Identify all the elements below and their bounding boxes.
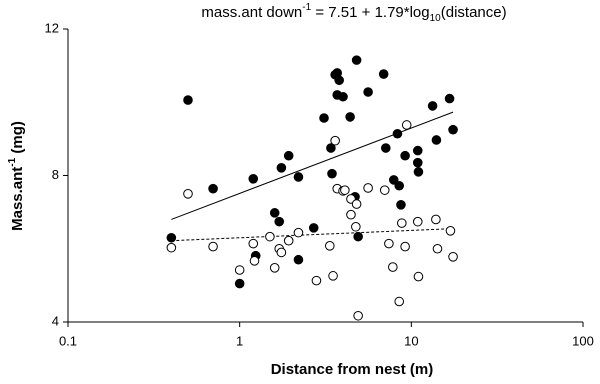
data-point [234, 265, 245, 275]
data-point [208, 183, 218, 194]
data-point [293, 172, 304, 182]
data-point [351, 221, 361, 232]
data-point [269, 208, 280, 218]
y-tick-label: 12 [45, 20, 59, 35]
x-tick-label: 0.1 [59, 333, 77, 348]
data-point [392, 128, 403, 139]
data-point [311, 275, 322, 286]
data-point [394, 296, 405, 307]
x-tick-label: 100 [572, 333, 594, 348]
data-point [427, 101, 438, 111]
x-tick-label: 10 [404, 333, 418, 348]
data-point [388, 262, 398, 272]
data-point [340, 185, 350, 195]
data-point [363, 87, 373, 97]
data-point [249, 256, 260, 266]
data-point [248, 173, 259, 184]
data-point [346, 209, 356, 220]
x-tick-label: 1 [236, 333, 243, 348]
data-point [351, 55, 362, 65]
y-tick-label: 8 [52, 167, 59, 182]
data-point [351, 199, 362, 209]
data-point [445, 226, 456, 236]
data-point [384, 238, 394, 249]
data-point [412, 216, 423, 227]
data-point [183, 95, 193, 105]
data-point [388, 175, 399, 185]
data-point [283, 235, 294, 246]
data-point [234, 278, 245, 289]
data-point [248, 238, 259, 249]
data-point [413, 167, 424, 177]
y-axis-label: Mass.ant-1 (mg) [7, 121, 26, 231]
data-point [448, 252, 458, 262]
y-label-part: Mass.ant [9, 167, 26, 231]
data-point [345, 112, 355, 122]
title-part: = 7.51 + 1.79*log [311, 4, 429, 21]
title-superscript: -1 [302, 2, 311, 13]
data-point [293, 254, 304, 265]
data-point [330, 135, 340, 146]
data-point [283, 150, 294, 161]
data-point [338, 91, 348, 102]
title-part: (distance) [441, 4, 507, 21]
data-point [327, 168, 337, 179]
data-point [293, 227, 304, 238]
data-point [334, 75, 344, 86]
chart-title: mass.ant down-1 = 7.51 + 1.79*log10(dist… [201, 2, 506, 24]
data-point [396, 200, 406, 210]
data-point [397, 218, 407, 228]
data-point [274, 216, 285, 227]
data-point [378, 69, 389, 79]
data-point [308, 223, 319, 233]
data-point [276, 247, 287, 258]
data-point [166, 242, 177, 253]
data-point [401, 120, 412, 130]
data-point [448, 124, 458, 135]
data-point [324, 241, 335, 251]
data-point [269, 262, 280, 273]
data-point [380, 143, 391, 153]
y-tick-label: 4 [52, 313, 59, 328]
data-point [412, 145, 423, 156]
data-point [431, 135, 442, 145]
data-point [353, 310, 363, 321]
y-label-superscript: -1 [7, 157, 18, 166]
trend-line [171, 111, 454, 220]
data-point [432, 243, 443, 254]
data-point [379, 185, 390, 195]
data-point [265, 231, 275, 242]
data-point [208, 241, 218, 252]
data-point [183, 189, 193, 199]
trend-line [171, 228, 454, 242]
data-point [400, 241, 410, 252]
data-point [319, 113, 329, 123]
data-point [444, 93, 455, 104]
data-point [328, 271, 338, 281]
y-label-part: (mg) [9, 121, 26, 158]
data-point [276, 163, 287, 173]
data-point [326, 143, 336, 153]
data-point [400, 150, 410, 161]
data-point [363, 183, 373, 193]
data-point [412, 157, 423, 168]
data-point [394, 180, 405, 191]
x-axis-label: Distance from nest (m) [271, 361, 434, 378]
title-part: mass.ant down [201, 4, 302, 21]
data-point [413, 271, 424, 282]
data-point [353, 231, 363, 242]
data-point [431, 214, 441, 225]
title-subscript: 10 [430, 13, 442, 24]
data-point [166, 232, 177, 243]
